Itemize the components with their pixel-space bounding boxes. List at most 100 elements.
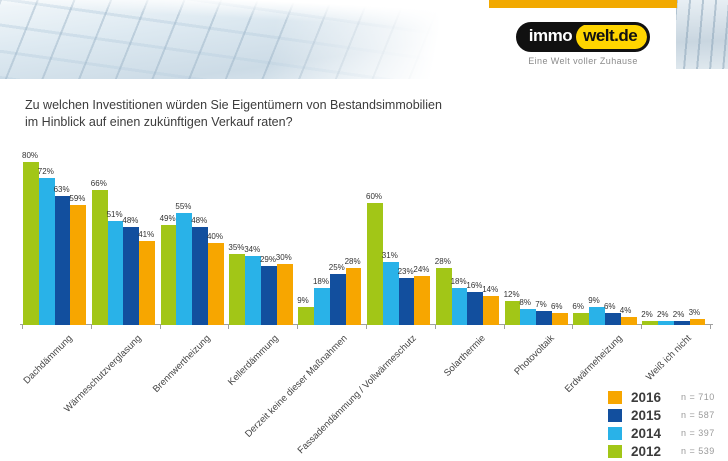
value-label-2016-Fassadendämmung / Vollwärmeschutz: 24% xyxy=(413,265,430,274)
value-label-2012-Erdwärmeheizung: 6% xyxy=(572,302,584,311)
bar-2014-Photovoltaik xyxy=(520,309,537,325)
bar-2014-Wärmeschutzverglasung xyxy=(107,221,124,325)
legend-row-2014: 2014 n = 397 xyxy=(608,424,715,442)
bar-2015-Erdwärmeheizung xyxy=(604,313,621,325)
value-label-2012-Dachdämmung: 80% xyxy=(22,151,39,160)
value-label-2014-Kellerdämmung: 34% xyxy=(244,245,261,254)
value-label-2012-Weiß ich nicht: 2% xyxy=(641,310,653,319)
header-accent-bar xyxy=(489,0,677,8)
bar-2015-Weiß ich nicht xyxy=(673,321,690,325)
category-label-6: Fassadendämmung / Vollwärmeschutz xyxy=(295,333,419,457)
bar-group-4: 35% 34% 29% 30% xyxy=(228,140,293,325)
value-label-2015-Photovoltaik: 7% xyxy=(535,300,547,309)
bar-2016-Photovoltaik xyxy=(551,313,568,325)
bar-2014-Weiß ich nicht xyxy=(657,321,674,325)
legend-row-2012: 2012 n = 539 xyxy=(608,442,715,460)
value-label-2012-Solarthermie: 28% xyxy=(434,257,451,266)
category-label-2: Wärmeschutzverglasung xyxy=(61,333,144,415)
chart-question-title: Zu welchen Investitionen würden Sie Eige… xyxy=(25,97,442,131)
category-label-5: Derzeit keine dieser Maßnahmen xyxy=(243,333,350,440)
bar-2016-Solarthermie xyxy=(483,296,499,325)
bar-2012-Brennwertheizung xyxy=(160,225,177,325)
value-label-2012-Photovoltaik: 12% xyxy=(503,290,520,299)
bar-group-2: 66% 51% 48% 41% xyxy=(90,140,156,325)
chart-legend: 2016 n = 710 2015 n = 587 2014 n = 397 2012 n =… xyxy=(608,388,715,460)
logo-block: immo welt.de Eine Welt voller Zuhause xyxy=(489,22,677,66)
value-label-2012-Derzeit keine dieser Maßnahmen: 9% xyxy=(297,296,309,305)
category-label-8: Photovoltaik xyxy=(511,333,557,378)
bar-2016-Fassadendämmung / Vollwärmeschutz xyxy=(414,276,431,325)
value-label-2015-Solarthermie: 16% xyxy=(466,281,483,290)
bar-2012-Solarthermie xyxy=(435,268,452,325)
bar-chart-plot-area: 80% 72% 63% 59% Dachdämmung 66% 51% 48% 41% Wärme… xyxy=(20,140,713,456)
value-label-2015-Derzeit keine dieser Maßnahmen: 25% xyxy=(328,263,345,272)
bar-2016-Derzeit keine dieser Maßnahmen xyxy=(345,268,362,325)
bar-group-3: 49% 55% 48% 40% xyxy=(159,140,225,325)
immowelt-logo-icon: immo welt.de xyxy=(515,22,651,52)
legend-swatch-2015 xyxy=(608,408,622,422)
bar-2012-Erdwärmeheizung xyxy=(573,313,590,325)
bar-2012-Photovoltaik xyxy=(504,301,521,325)
bar-2015-Fassadendämmung / Vollwärmeschutz xyxy=(398,278,415,325)
x-axis-tick xyxy=(572,324,574,329)
value-label-2015-Erdwärmeheizung: 6% xyxy=(603,302,616,311)
value-label-2015-Kellerdämmung: 29% xyxy=(259,255,276,264)
value-label-2015-Brennwertheizung: 48% xyxy=(191,216,208,225)
value-label-2012-Kellerdämmung: 35% xyxy=(228,243,245,252)
value-label-2014-Fassadendämmung / Vollwärmeschutz: 31% xyxy=(381,251,398,260)
value-label-2016-Brennwertheizung: 40% xyxy=(206,232,223,241)
value-label-2015-Wärmeschutzverglasung: 48% xyxy=(122,216,139,225)
bar-group-1: 80% 72% 63% 59% xyxy=(22,140,87,325)
bar-2012-Weiß ich nicht xyxy=(642,321,658,325)
bar-2014-Kellerdämmung xyxy=(245,256,261,325)
value-label-2016-Kellerdämmung: 30% xyxy=(275,253,292,262)
bar-2015-Photovoltaik xyxy=(536,311,552,325)
value-label-2016-Weiß ich nicht: 3% xyxy=(688,308,701,317)
legend-year-label: 2012 xyxy=(631,443,662,459)
value-label-2016-Photovoltaik: 6% xyxy=(550,302,563,311)
value-label-2015-Weiß ich nicht: 2% xyxy=(672,310,685,319)
value-label-2014-Weiß ich nicht: 2% xyxy=(656,310,669,319)
legend-row-2016: 2016 n = 710 xyxy=(608,388,715,406)
bar-2016-Brennwertheizung xyxy=(207,243,224,325)
bar-2016-Wärmeschutzverglasung xyxy=(139,241,155,325)
bar-2015-Brennwertheizung xyxy=(192,227,208,325)
category-label-3: Brennwertheizung xyxy=(150,333,213,395)
value-label-2016-Solarthermie: 14% xyxy=(482,285,499,294)
value-label-2014-Erdwärmeheizung: 9% xyxy=(588,296,600,305)
x-axis-tick xyxy=(434,324,436,329)
bar-group-10: 2% 2% 2% 3% xyxy=(641,140,706,325)
bar-group-5: 9% 18% 25% 28% xyxy=(297,140,362,325)
value-label-2016-Erdwärmeheizung: 4% xyxy=(619,306,632,315)
x-axis-tick xyxy=(90,324,92,329)
bar-2015-Kellerdämmung xyxy=(260,266,277,325)
bar-2012-Dachdämmung xyxy=(23,162,39,325)
bar-2012-Kellerdämmung xyxy=(229,254,246,325)
title-line-2: im Hinblick auf einen zukünftigen Verkau… xyxy=(25,115,293,129)
bar-2015-Wärmeschutzverglasung xyxy=(123,227,140,325)
legend-year-label: 2015 xyxy=(631,407,662,423)
bar-2015-Derzeit keine dieser Maßnahmen xyxy=(329,274,346,325)
logo-tagline: Eine Welt voller Zuhause xyxy=(528,56,638,66)
bar-2016-Dachdämmung xyxy=(70,205,87,325)
bar-2015-Solarthermie xyxy=(467,292,484,325)
x-axis-tick xyxy=(503,324,505,329)
category-label-9: Erdwärmeheizung xyxy=(563,333,626,395)
header-photo-right-strip xyxy=(676,0,728,69)
legend-year-label: 2014 xyxy=(631,425,662,441)
x-axis-tick xyxy=(641,324,643,329)
x-axis-tick xyxy=(710,324,711,329)
value-label-2014-Dachdämmung: 72% xyxy=(37,167,54,176)
value-label-2012-Wärmeschutzverglasung: 66% xyxy=(90,179,107,188)
title-line-1: Zu welchen Investitionen würden Sie Eige… xyxy=(25,98,442,112)
x-axis-tick xyxy=(22,324,23,329)
legend-swatch-2014 xyxy=(608,426,622,440)
value-label-2014-Brennwertheizung: 55% xyxy=(175,202,192,211)
value-label-2012-Fassadendämmung / Vollwärmeschutz: 60% xyxy=(366,192,383,201)
bar-2014-Derzeit keine dieser Maßnahmen xyxy=(313,288,330,325)
bar-2016-Kellerdämmung xyxy=(276,264,293,325)
value-label-2012-Brennwertheizung: 49% xyxy=(159,214,176,223)
bar-2012-Fassadendämmung / Vollwärmeschutz xyxy=(367,203,383,325)
value-label-2015-Dachdämmung: 63% xyxy=(53,185,70,194)
